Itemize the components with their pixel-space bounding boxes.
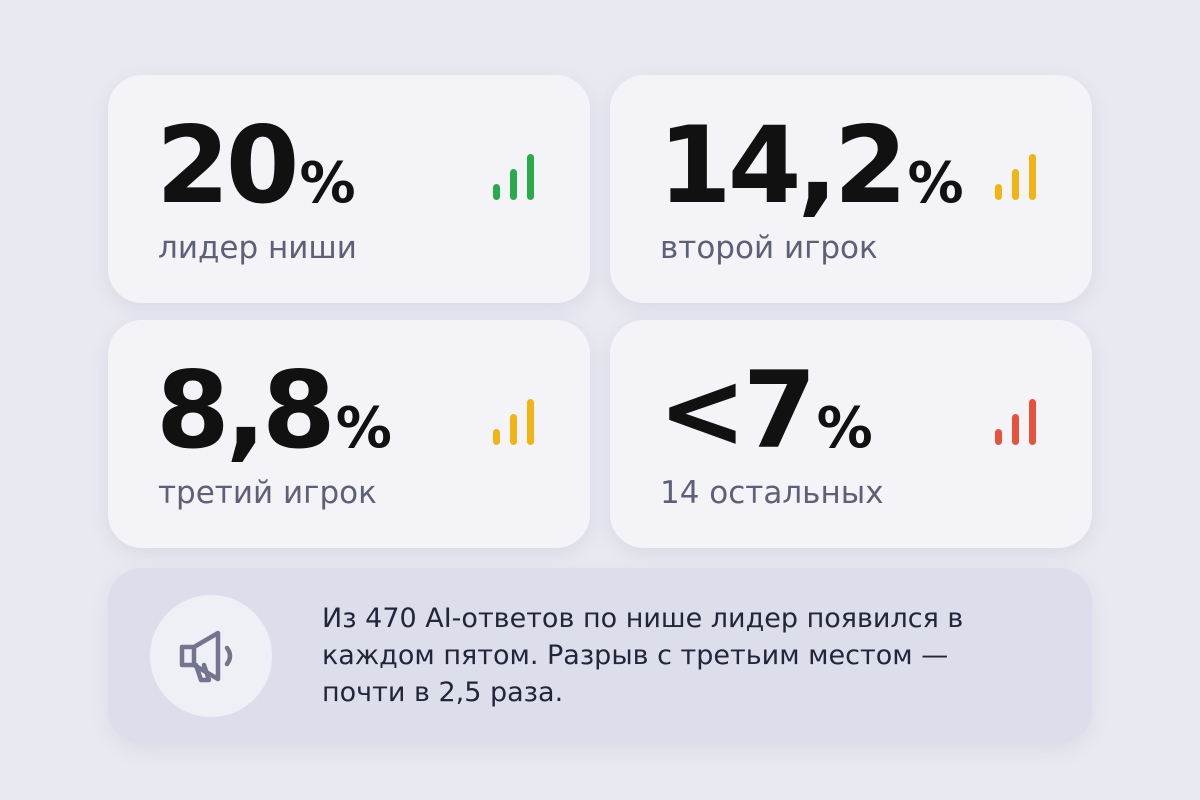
stat-label: 14 остальных xyxy=(660,475,884,511)
stat-label: третий игрок xyxy=(158,475,377,511)
stat-value: <7% xyxy=(658,358,873,464)
stat-unit: % xyxy=(816,396,873,461)
stat-card-leader: 20% лидер ниши xyxy=(108,75,590,303)
signal-bars-icon xyxy=(993,395,1041,445)
stat-card-third: 8,8% третий игрок xyxy=(108,320,590,548)
stat-label: лидер ниши xyxy=(158,230,357,266)
stat-value: 8,8% xyxy=(156,358,392,464)
stat-card-second: 14,2% второй игрок xyxy=(610,75,1092,303)
stat-number: 8,8 xyxy=(156,349,336,472)
signal-bars-icon xyxy=(491,395,539,445)
megaphone-icon xyxy=(179,630,233,683)
stat-label: второй игрок xyxy=(660,230,878,266)
stat-number: <7 xyxy=(658,349,817,472)
stat-value: 20% xyxy=(156,113,356,219)
summary-text: Из 470 AI-ответов по нише лидер появился… xyxy=(322,603,964,708)
stat-unit: % xyxy=(299,151,356,216)
signal-bars-icon xyxy=(491,150,539,200)
stat-unit: % xyxy=(335,396,392,461)
stat-number: 20 xyxy=(156,104,300,227)
stat-number: 14,2 xyxy=(658,104,908,227)
signal-bars-icon xyxy=(993,150,1041,200)
stat-unit: % xyxy=(907,151,964,216)
stat-card-others: <7% 14 остальных xyxy=(610,320,1092,548)
summary-note: Из 470 AI-ответов по нише лидер появился… xyxy=(108,568,1092,744)
stat-value: 14,2% xyxy=(658,113,964,219)
megaphone-icon-badge xyxy=(150,595,272,717)
